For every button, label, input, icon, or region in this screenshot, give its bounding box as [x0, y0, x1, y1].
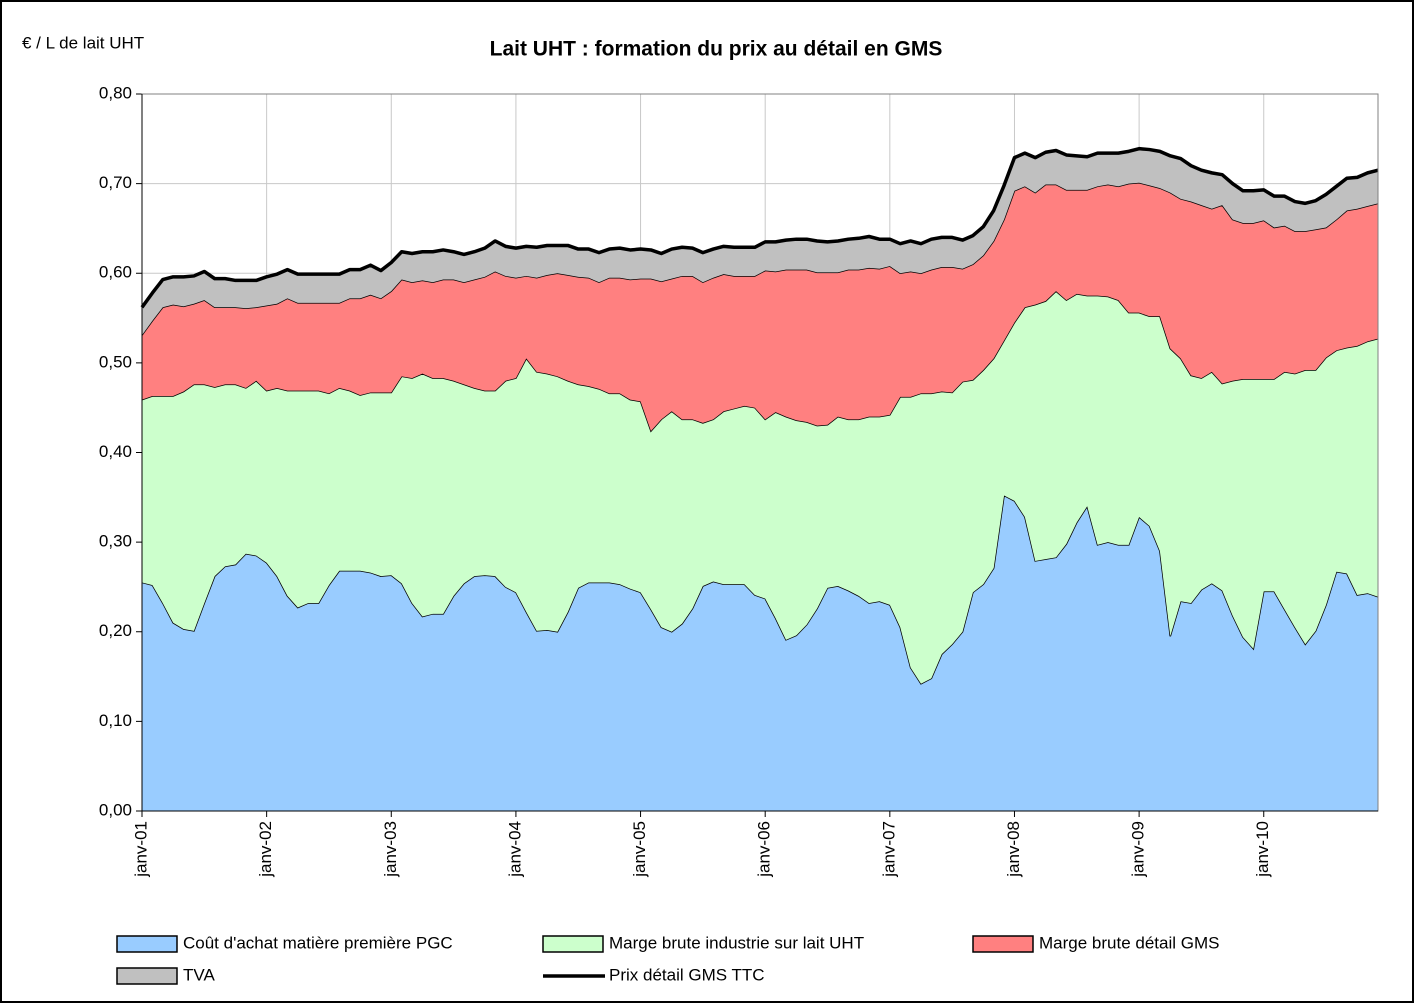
legend-label: Marge brute industrie sur lait UHT [609, 933, 864, 952]
legend-swatch [972, 935, 1034, 953]
y-tick-label: 0,20 [99, 621, 132, 640]
y-tick-label: 0,80 [99, 83, 132, 102]
x-tick-label: janv-02 [256, 821, 275, 878]
area [142, 291, 1378, 684]
legend-swatch [116, 935, 178, 953]
y-tick-label: 0,30 [99, 532, 132, 551]
x-tick-label: janv-09 [1129, 821, 1148, 878]
y-tick-label: 0,50 [99, 352, 132, 371]
x-tick-label: janv-06 [755, 821, 774, 878]
y-tick-label: 0,60 [99, 263, 132, 282]
y-tick-label: 0,10 [99, 711, 132, 730]
area [142, 182, 1378, 431]
x-tick-label: janv-05 [630, 821, 649, 878]
y-tick-label: 0,70 [99, 173, 132, 192]
x-tick-label: janv-03 [381, 821, 400, 878]
x-tick-label: janv-10 [1253, 821, 1272, 878]
x-tick-label: janv-04 [505, 821, 524, 878]
legend-swatch [116, 967, 178, 985]
x-tick-label: janv-01 [131, 821, 150, 878]
y-tick-label: 0,00 [99, 800, 132, 819]
x-tick-label: janv-07 [879, 821, 898, 878]
chart-title: Lait UHT : formation du prix au détail e… [490, 38, 943, 61]
x-tick-label: janv-08 [1004, 821, 1023, 878]
legend-label: Marge brute détail GMS [1039, 933, 1219, 952]
legend-label: Prix détail GMS TTC [609, 965, 765, 984]
line [140, 146, 1379, 309]
y-axis-label: € / L de lait UHT [22, 33, 144, 52]
y-tick-label: 0,40 [99, 442, 132, 461]
area [142, 495, 1378, 811]
legend-swatch [542, 935, 604, 953]
legend-label: Coût d'achat matière première PGC [183, 933, 453, 952]
legend-label: TVA [183, 965, 215, 984]
